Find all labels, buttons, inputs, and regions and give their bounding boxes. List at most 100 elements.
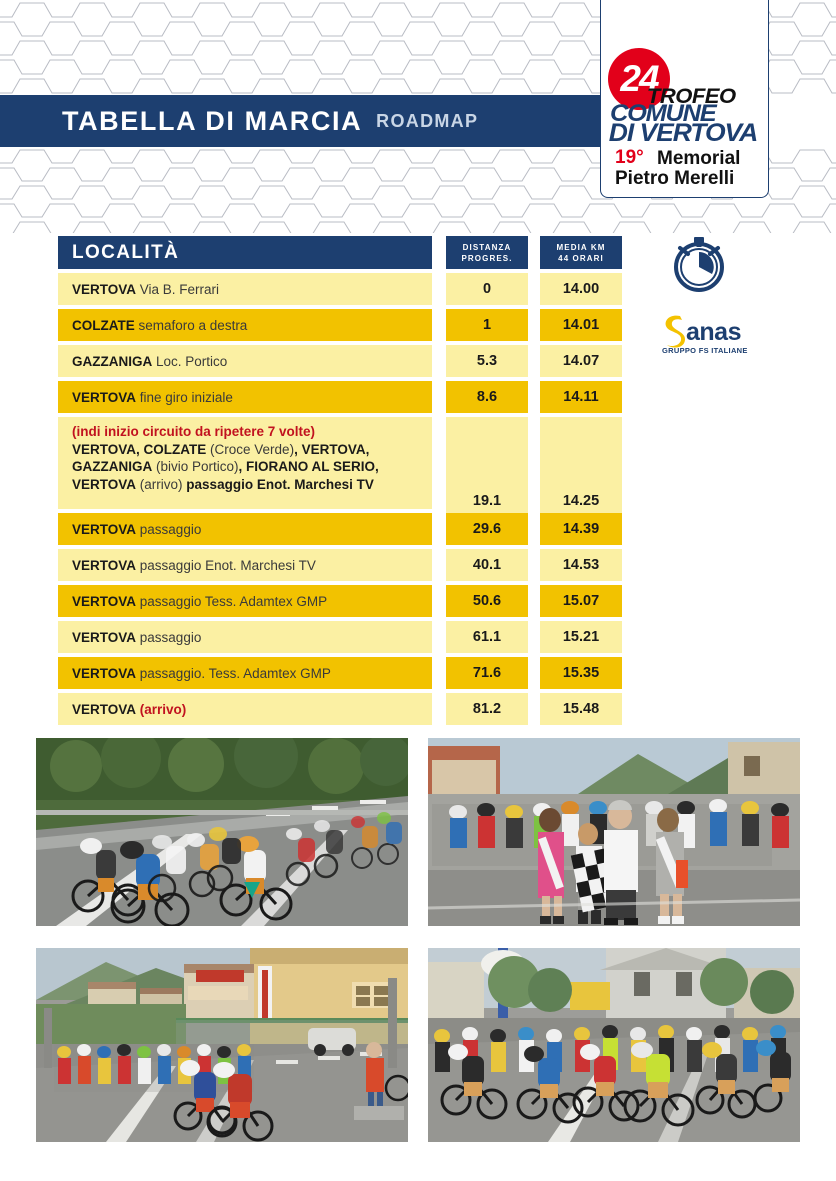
cell-locality: VERTOVA Via B. Ferrari	[58, 273, 432, 305]
cell-media: 14.00	[540, 273, 622, 305]
cell-locality: (indi inizio circuito da ripetere 7 volt…	[58, 417, 432, 509]
cell-media: 15.21	[540, 621, 622, 653]
page-title-banner: TABELLA DI MARCIA ROADMAP	[0, 95, 608, 147]
cell-place: VERTOVA	[72, 557, 137, 573]
table-row: VERTOVA (arrivo) 81.2 15.48	[0, 693, 836, 725]
figure-girl-grey	[655, 808, 688, 924]
stopwatch-icon	[668, 232, 730, 294]
table-row: VERTOVA passaggio Enot. Marchesi TV 40.1 1…	[0, 549, 836, 581]
cell-detail: Loc. Portico	[156, 353, 228, 369]
cell-detail: Via B. Ferrari	[139, 281, 220, 297]
cell-media: 14.01	[540, 309, 622, 341]
column-header-media-line2: 44 ORARI	[558, 253, 604, 263]
column-header-distance-line1: DISTANZA	[462, 242, 512, 252]
cell-place: COLZATE	[72, 317, 135, 333]
cell-place: VERTOVA	[72, 665, 137, 681]
table-row: VERTOVA passaggio Tess. Adamtex GMP 50.6 1…	[0, 585, 836, 617]
cell-detail: passaggio. Tess. Adamtex GMP	[139, 665, 331, 681]
cell-detail: passaggio	[139, 521, 202, 537]
column-header-media-line1: MEDIA KM	[556, 242, 606, 252]
cell-distance: 5.3	[446, 345, 528, 377]
cell-locality: VERTOVA passaggio Enot. Marchesi TV	[58, 549, 432, 581]
circuit-line-2: VERTOVA, COLZATE (Croce Verde), VERTOVA,	[72, 441, 370, 457]
memorial-number: 19°	[615, 147, 644, 168]
table-row: VERTOVA passaggio 29.6 14.39	[0, 513, 836, 545]
cell-locality: VERTOVA passaggio	[58, 621, 432, 653]
logo-trofeo-text: TROFEO	[646, 85, 736, 108]
column-header-locality: LOCALITÀ	[58, 236, 432, 269]
cell-place: VERTOVA	[72, 629, 137, 645]
edition-degree: °	[653, 52, 659, 69]
column-header-distance-line2: PROGRES.	[461, 253, 513, 263]
cell-media: 14.11	[540, 381, 622, 413]
cell-locality: VERTOVA (arrivo)	[58, 693, 432, 725]
table-row: COLZATE semaforo a destra 1 14.01	[0, 309, 836, 341]
edition-number: 24	[620, 58, 659, 99]
cell-distance: 71.6	[446, 657, 528, 689]
event-logo: 24 ° TROFEO COMUNE DI VERTOVA 19° Memori…	[600, 0, 769, 198]
cell-distance: 81.2	[446, 693, 528, 725]
cell-media: 15.48	[540, 693, 622, 725]
memorial-name: Pietro Merelli	[615, 168, 735, 189]
page-subtitle: ROADMAP	[376, 110, 479, 131]
cell-detail: passaggio Enot. Marchesi TV	[139, 557, 316, 573]
table-row: VERTOVA Via B. Ferrari 0 14.00	[0, 273, 836, 305]
roadmap-table: LOCALITÀ DISTANZA PROGRES. MEDIA KM 44 O…	[0, 236, 836, 729]
photo-peloton-road	[36, 738, 408, 926]
anas-wordmark: anas	[686, 318, 741, 346]
cell-detail: semaforo a destra	[138, 317, 248, 333]
table-row: VERTOVA passaggio 61.1 15.21	[0, 621, 836, 653]
cell-media: 14.53	[540, 549, 622, 581]
cell-place: VERTOVA	[72, 521, 137, 537]
anas-logo: anas GRUPPO FS ITALIANE	[660, 312, 756, 358]
column-header-media: MEDIA KM 44 ORARI	[540, 236, 622, 269]
logo-vertova-text: DI VERTOVA	[608, 119, 759, 147]
cell-place: VERTOVA	[72, 701, 137, 717]
cell-locality: VERTOVA passaggio	[58, 513, 432, 545]
cell-place: GAZZANIGA	[72, 353, 153, 369]
figure-girl-pink	[538, 808, 564, 924]
cell-detail: passaggio	[139, 629, 202, 645]
table-row: GAZZANIGA Loc. Portico 5.3 14.07	[0, 345, 836, 377]
edition-badge-circle: 24	[608, 48, 670, 110]
cell-locality: VERTOVA fine giro iniziale	[58, 381, 432, 413]
cell-locality: VERTOVA passaggio. Tess. Adamtex GMP	[58, 657, 432, 689]
table-row: VERTOVA passaggio. Tess. Adamtex GMP 71.6…	[0, 657, 836, 689]
cell-locality: COLZATE semaforo a destra	[58, 309, 432, 341]
circuit-line-4: VERTOVA (arrivo) passaggio Enot. Marches…	[72, 476, 374, 492]
cell-media: 14.25	[540, 417, 622, 515]
cell-detail: fine giro iniziale	[139, 389, 233, 405]
cell-place: VERTOVA	[72, 389, 137, 405]
cell-distance: 61.1	[446, 621, 528, 653]
cell-distance: 50.6	[446, 585, 528, 617]
page-title: TABELLA DI MARCIA	[62, 105, 363, 136]
anas-tagline: GRUPPO FS ITALIANE	[662, 346, 748, 355]
cell-media: 15.07	[540, 585, 622, 617]
photo-peloton-village	[428, 948, 800, 1142]
photo-peloton-town	[36, 948, 408, 1142]
table-header-row: LOCALITÀ DISTANZA PROGRES. MEDIA KM 44 O…	[0, 236, 836, 269]
logo-comune-text: COMUNE	[610, 100, 717, 127]
column-header-distance: DISTANZA PROGRES.	[446, 236, 528, 269]
cell-distance: 19.1	[446, 417, 528, 515]
circuit-note: (indi inizio circuito da ripetere 7 volt…	[72, 424, 316, 439]
cell-media: 15.35	[540, 657, 622, 689]
cell-distance: 1	[446, 309, 528, 341]
anas-s-glyph	[665, 315, 686, 348]
table-row: VERTOVA fine giro iniziale 8.6 14.11	[0, 381, 836, 413]
memorial-word: Memorial	[657, 148, 741, 169]
figure-spectator	[366, 1042, 408, 1114]
cell-detail: passaggio Tess. Adamtex GMP	[139, 593, 328, 609]
cell-locality: GAZZANIGA Loc. Portico	[58, 345, 432, 377]
circuit-line-3: GAZZANIGA (bivio Portico), FIORANO AL SE…	[72, 459, 379, 474]
cell-distance: 40.1	[446, 549, 528, 581]
cell-locality: VERTOVA passaggio Tess. Adamtex GMP	[58, 585, 432, 617]
cell-place: VERTOVA	[72, 593, 137, 609]
cell-distance: 0	[446, 273, 528, 305]
cell-media: 14.39	[540, 513, 622, 545]
cell-place: VERTOVA	[72, 281, 137, 297]
table-row: (indi inizio circuito da ripetere 7 volt…	[0, 417, 836, 515]
cell-media: 14.07	[540, 345, 622, 377]
cell-distance: 29.6	[446, 513, 528, 545]
cell-distance: 8.6	[446, 381, 528, 413]
